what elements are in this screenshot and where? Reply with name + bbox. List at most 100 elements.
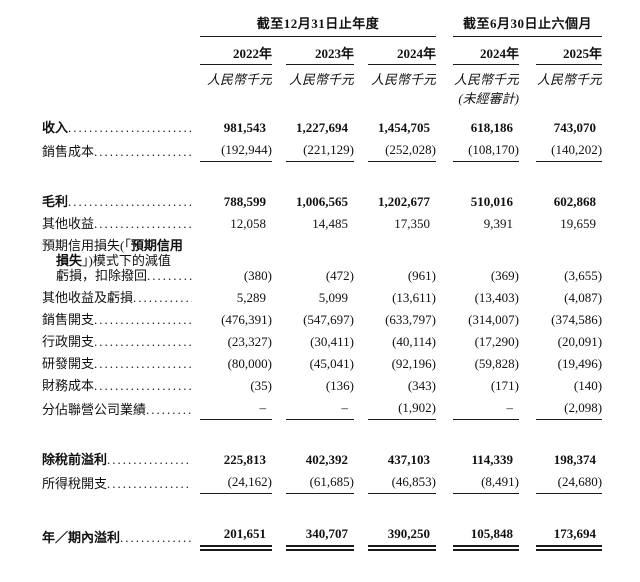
row-label: 年／期內溢利: [42, 522, 192, 548]
value-cell: 981,543: [223, 120, 266, 135]
column-gap: [519, 190, 536, 212]
row-label: 分佔聯營公司業績: [42, 396, 192, 420]
unit-label: 人民幣千元: [206, 72, 272, 87]
row-spacer: [42, 494, 602, 523]
column-gap: [519, 138, 536, 162]
column-gap: [272, 330, 286, 352]
column-gap: [354, 308, 368, 330]
row-finance-costs: 財務成本 (35) (136) (343) (171) (140): [42, 374, 602, 396]
column-gap: [272, 65, 286, 90]
column-gap: [272, 352, 286, 374]
column-gap: [436, 190, 453, 212]
row-label: 預期信用損失(「預期信用 損失」)模式下的減值 虧損，扣除撥回: [42, 234, 192, 286]
column-gap: [519, 352, 536, 374]
value-cell: (221,129): [286, 138, 354, 162]
column-gap: [354, 212, 368, 234]
row-selling-expenses: 銷售開支 (476,391) (547,697) (633,797) (314,007)…: [42, 308, 602, 330]
dot-leader: [107, 476, 192, 491]
value-cell: 14,485: [312, 216, 348, 231]
dot-leader: [107, 452, 192, 467]
column-gap: [436, 37, 453, 65]
value-cell: (59,828): [474, 356, 520, 371]
value-cell: 12,058: [230, 216, 266, 231]
unit-label: 人民幣千元: [371, 72, 437, 87]
label-text: 研發開支: [42, 356, 95, 371]
column-gap: [272, 522, 286, 548]
value-cell: 5,289: [236, 290, 266, 305]
column-gap: [272, 470, 286, 494]
value-cell: (23,327): [227, 334, 272, 349]
row-label: 所得稅開支: [42, 470, 192, 494]
value-cell: –: [200, 396, 272, 420]
value-cell: (80,000): [227, 356, 272, 371]
row-label: 銷售開支: [42, 308, 192, 330]
label-text: 其他收益: [42, 216, 95, 231]
period-group-interim: 截至6月30日止六個月: [453, 16, 603, 37]
row-spacer: [42, 420, 602, 449]
value-cell: (13,403): [474, 290, 520, 305]
value-cell: (343): [407, 378, 437, 393]
value-cell: (24,680): [536, 470, 603, 494]
column-gap: [436, 308, 453, 330]
income-statement-table: 截至12月31日止年度 截至6月30日止六個月 2022年 2023年 2024…: [42, 16, 603, 551]
dot-leader: [94, 144, 192, 159]
value-cell: (108,170): [453, 138, 520, 162]
year-column-header-2022: 2022年: [200, 36, 272, 65]
column-gap: [192, 330, 200, 352]
label-spacer: [42, 89, 192, 106]
dot-leader: [133, 290, 192, 305]
column-gap: [192, 16, 200, 37]
value-cell: (45,041): [309, 356, 354, 371]
column-gap: [272, 286, 286, 308]
value-cell: (633,797): [385, 312, 437, 327]
column-gap: [436, 522, 453, 548]
value-cell: (472): [325, 268, 354, 283]
label-text: 預期信用損失(「: [42, 238, 131, 253]
row-label: 銷售成本: [42, 138, 192, 162]
dot-leader: [68, 120, 192, 135]
value-cell: (380): [243, 268, 272, 283]
column-gap: [192, 234, 200, 286]
value-cell: (19,496): [557, 356, 603, 371]
value-cell: 390,250: [368, 522, 437, 551]
unaudited-note-row: (未經審計): [42, 89, 602, 106]
empty-cell: [368, 89, 436, 106]
column-gap: [436, 16, 453, 37]
column-gap: [192, 190, 200, 212]
column-gap: [354, 374, 368, 396]
column-gap: [519, 308, 536, 330]
value-cell: 618,186: [470, 120, 514, 135]
label-spacer: [42, 16, 192, 37]
dot-leader: [94, 312, 192, 327]
column-gap: [436, 234, 453, 286]
column-gap: [192, 470, 200, 494]
value-cell: (61,685): [286, 470, 354, 494]
row-revenue: 收入 981,543 1,227,694 1,454,705 618,186 743,07…: [42, 106, 602, 138]
value-cell: (40,114): [392, 334, 437, 349]
value-cell: (192,944): [200, 138, 272, 162]
unaudited-note: (未經審計): [458, 91, 520, 106]
column-gap: [519, 37, 536, 65]
label-spacer: [42, 37, 192, 65]
value-cell: (252,028): [368, 138, 437, 162]
column-gap: [354, 352, 368, 374]
value-cell: 19,659: [560, 216, 597, 231]
column-gap: [192, 286, 200, 308]
spacer-row: [42, 494, 602, 523]
row-profit-for-year-period: 年／期內溢利 201,651 340,707 390,250 105,848 173,69…: [42, 522, 603, 551]
column-gap: [519, 234, 536, 286]
column-gap: [436, 138, 453, 162]
value-cell: –: [286, 396, 354, 420]
column-gap: [192, 352, 200, 374]
column-gap: [354, 106, 368, 138]
column-gap: [519, 65, 536, 90]
unit-header-row: 人民幣千元 人民幣千元 人民幣千元 人民幣千元 人民幣千元: [42, 65, 602, 90]
row-cost-of-sales: 銷售成本 (192,944) (221,129) (252,028) (108,170)…: [42, 138, 603, 162]
value-cell: (35): [250, 378, 272, 393]
label-text: 」)模式下的減值: [82, 253, 171, 268]
label-text: 虧損，扣除撥回: [56, 268, 148, 283]
value-cell: 402,392: [305, 452, 348, 467]
column-gap: [272, 190, 286, 212]
empty-cell: [200, 89, 272, 106]
